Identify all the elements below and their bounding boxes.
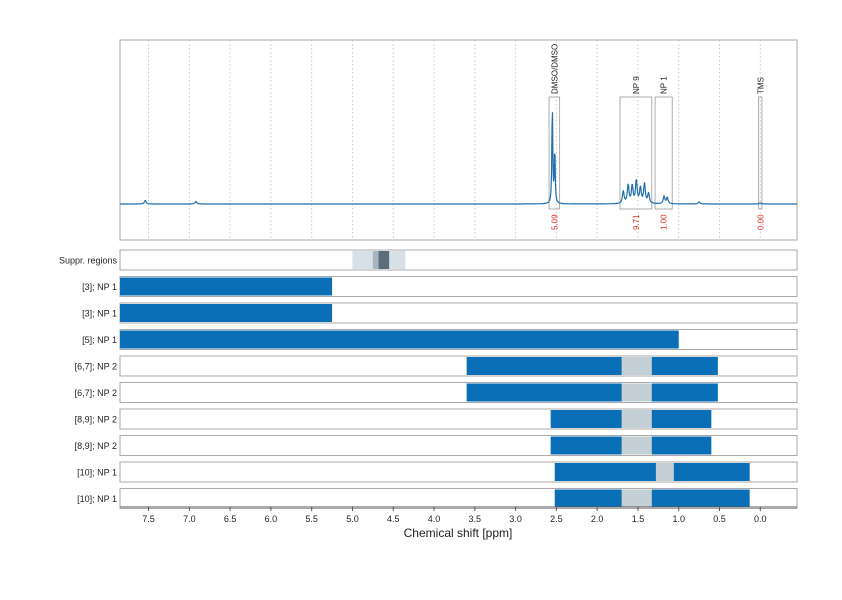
row-label: Suppr. regions [59,256,118,266]
row-label: [10]; NP 1 [77,468,117,478]
suppressed-region-inner [378,251,390,269]
x-tick-label: 6.5 [224,514,237,524]
excluded-gap [621,383,652,402]
region-bar [554,489,750,508]
peak-label: NP 9 [632,76,641,94]
integral-value: 0.00 [756,214,765,230]
region-rows: Suppr. regions [3]; NP 1 [3]; NP 1 [5]; NP … [59,249,798,509]
x-tick-label: 5.5 [305,514,318,524]
row-label: [8,9]; NP 2 [75,441,117,451]
row-frame [119,249,798,271]
region-bar [120,330,679,349]
x-tick-label: 2.0 [591,514,604,524]
peak-label: NP 1 [660,76,669,94]
x-tick-label: 0.5 [713,514,726,524]
spectrum-line [120,112,797,205]
peak-label: TMS [756,77,765,94]
x-tick-label: 6.0 [265,514,278,524]
integration-box [548,96,561,210]
row-label: [3]; NP 1 [82,282,117,292]
x-tick-label: 7.0 [183,514,196,524]
x-tick-label: 1.5 [632,514,645,524]
row-label: [10]; NP 1 [77,494,117,504]
x-tick-label: 4.5 [387,514,400,524]
row-label: [3]; NP 1 [82,309,117,319]
grid-lines [148,40,761,240]
integration-box [654,96,673,210]
integral-value: 9.71 [632,214,641,230]
x-tick-label: 0.0 [754,514,767,524]
x-axis-label: Chemical shift [ppm] [404,526,513,540]
x-tick-label: 5.0 [346,514,359,524]
row-label: [6,7]; NP 2 [75,388,117,398]
x-tick-label: 2.5 [550,514,563,524]
region-bar [120,277,333,296]
row-label: [5]; NP 1 [82,335,117,345]
excluded-gap [621,489,652,508]
integration-box [758,96,763,210]
region-bar [554,463,750,481]
excluded-gap [655,463,674,481]
spectrum-panel-frame [119,39,798,241]
integral-value: 1.00 [660,214,669,230]
x-tick-label: 4.0 [428,514,441,524]
excluded-gap [621,357,652,375]
excluded-gap [621,410,652,428]
row-label: [6,7]; NP 2 [75,362,117,372]
integration-box [619,96,653,210]
x-tick-label: 3.5 [469,514,482,524]
x-tick-label: 1.0 [672,514,685,524]
excluded-gap [621,436,652,455]
region-bar [466,357,718,375]
x-tick-label: 3.0 [509,514,522,524]
integral-value: 5.09 [550,214,559,230]
annotation-boxes: DMSO/DMSO 5.09 NP 9 9.71 NP 1 1.00 TMS 0.00 [548,44,765,230]
row-label: [8,9]; NP 2 [75,415,117,425]
region-bar [466,383,718,402]
peak-label: DMSO/DMSO [550,44,559,94]
x-tick-label: 7.5 [142,514,155,524]
x-axis: 7.5 7.0 6.5 6.0 5.5 5.0 4.5 4.0 3.5 3.0 2.5 2.0 1.5 1… [120,506,797,524]
region-bar [120,304,333,322]
